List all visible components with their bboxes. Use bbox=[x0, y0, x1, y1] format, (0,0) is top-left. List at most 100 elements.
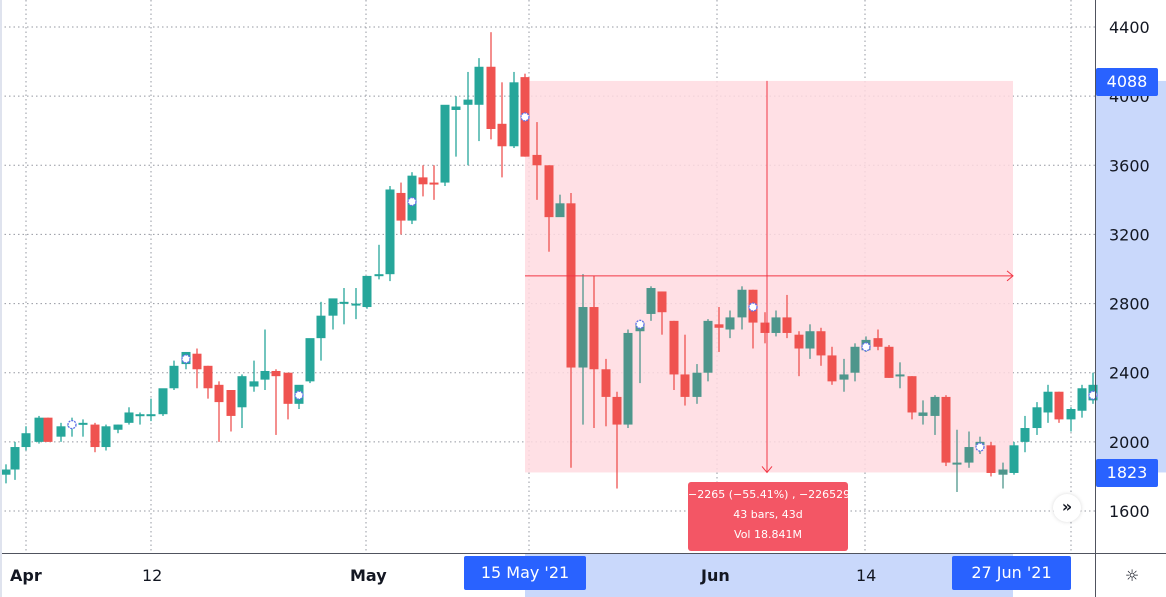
candle bbox=[692, 372, 702, 397]
event-marker-icon[interactable] bbox=[861, 342, 871, 352]
price-tick-label: 3600 bbox=[1109, 156, 1150, 175]
candle bbox=[601, 369, 611, 397]
candle bbox=[486, 66, 496, 129]
event-marker-icon[interactable] bbox=[635, 319, 645, 329]
time-axis[interactable]: Apr 12 May Jun 14 bbox=[10, 566, 876, 585]
candle bbox=[646, 288, 656, 314]
time-badge-range-start: 15 May '21 bbox=[464, 556, 586, 590]
candle bbox=[113, 424, 123, 430]
candle bbox=[158, 388, 168, 415]
candle bbox=[895, 374, 905, 377]
event-marker-icon[interactable] bbox=[975, 442, 985, 452]
price-tick-label: 1600 bbox=[1109, 502, 1150, 521]
candle bbox=[941, 396, 951, 463]
time-tick-label: 12 bbox=[142, 566, 162, 585]
candle bbox=[760, 322, 770, 333]
candle bbox=[544, 165, 554, 218]
candle bbox=[1, 469, 11, 475]
candle bbox=[451, 106, 461, 110]
event-marker-icon[interactable] bbox=[407, 196, 417, 207]
candle bbox=[805, 331, 815, 349]
candle bbox=[56, 426, 66, 437]
candle bbox=[669, 320, 679, 375]
time-tick-label: 14 bbox=[856, 566, 876, 585]
scroll-to-realtime-button[interactable]: » bbox=[1053, 494, 1081, 522]
candle bbox=[351, 303, 361, 306]
candle bbox=[203, 365, 213, 389]
candle bbox=[680, 374, 690, 397]
time-tick-label: Apr bbox=[10, 566, 42, 585]
candle bbox=[21, 433, 31, 448]
event-marker-icon[interactable] bbox=[748, 302, 758, 312]
candle bbox=[998, 469, 1008, 475]
candle bbox=[463, 99, 473, 105]
candle bbox=[737, 289, 747, 318]
candle bbox=[771, 317, 781, 333]
candle bbox=[589, 307, 599, 370]
candle bbox=[283, 372, 293, 404]
candle bbox=[839, 374, 849, 380]
time-tick-label: Jun bbox=[700, 566, 730, 585]
candle bbox=[1032, 407, 1042, 429]
price-tick-label: 4400 bbox=[1109, 18, 1150, 37]
candle bbox=[34, 417, 44, 442]
candle bbox=[1043, 391, 1053, 413]
chart-settings-button[interactable]: ☼ bbox=[1122, 566, 1142, 586]
candles bbox=[1, 32, 1098, 492]
candle bbox=[362, 275, 372, 308]
candle bbox=[374, 274, 384, 277]
event-marker-icon[interactable] bbox=[294, 390, 304, 400]
time-tick-label: May bbox=[350, 566, 387, 585]
measure-tooltip: −2265 (−55.41%) , −226529 43 bars, 43d V… bbox=[688, 482, 851, 551]
candle bbox=[1054, 391, 1064, 420]
candle bbox=[418, 177, 428, 185]
candle bbox=[474, 66, 484, 105]
candle bbox=[1009, 445, 1019, 473]
candle bbox=[907, 376, 917, 413]
time-axis-range-highlight bbox=[525, 554, 1013, 597]
candle bbox=[429, 182, 439, 185]
time-badge-range-end: 27 Jun '21 bbox=[952, 556, 1071, 590]
candle bbox=[850, 346, 860, 373]
price-tick-label: 2400 bbox=[1109, 364, 1150, 383]
candle bbox=[101, 426, 111, 448]
candle bbox=[260, 370, 270, 380]
event-marker-icon[interactable] bbox=[520, 112, 530, 122]
candle bbox=[305, 338, 315, 382]
candle bbox=[249, 381, 259, 387]
candle bbox=[271, 370, 281, 377]
candle bbox=[169, 365, 179, 389]
candle bbox=[714, 324, 724, 328]
candle bbox=[316, 315, 326, 339]
candle bbox=[124, 412, 134, 423]
candle bbox=[566, 203, 576, 368]
candle bbox=[1020, 428, 1030, 442]
candle bbox=[532, 154, 542, 166]
candle bbox=[328, 298, 338, 316]
candle bbox=[226, 390, 236, 416]
candle bbox=[43, 417, 53, 442]
candle bbox=[555, 203, 565, 218]
candle bbox=[930, 396, 940, 416]
price-tick-label: 2000 bbox=[1109, 433, 1150, 452]
event-marker-icon[interactable] bbox=[181, 354, 191, 364]
measure-change: −2265 (−55.41%) , −226529 bbox=[688, 488, 851, 501]
candle bbox=[237, 376, 247, 408]
event-marker-icon[interactable] bbox=[67, 419, 77, 430]
candle bbox=[612, 396, 622, 425]
candle bbox=[578, 307, 588, 368]
date-price-range-area[interactable] bbox=[525, 80, 1013, 473]
double-chevron-right-icon: » bbox=[1061, 497, 1073, 516]
candle bbox=[192, 353, 202, 370]
candle bbox=[952, 462, 962, 465]
price-tick-label: 2800 bbox=[1109, 295, 1150, 314]
candle bbox=[1066, 409, 1076, 420]
candle bbox=[146, 414, 156, 417]
candle bbox=[385, 189, 395, 275]
candle bbox=[10, 447, 20, 470]
candle bbox=[725, 317, 735, 330]
candle bbox=[78, 422, 88, 425]
candle bbox=[396, 192, 406, 221]
candle bbox=[827, 355, 837, 382]
